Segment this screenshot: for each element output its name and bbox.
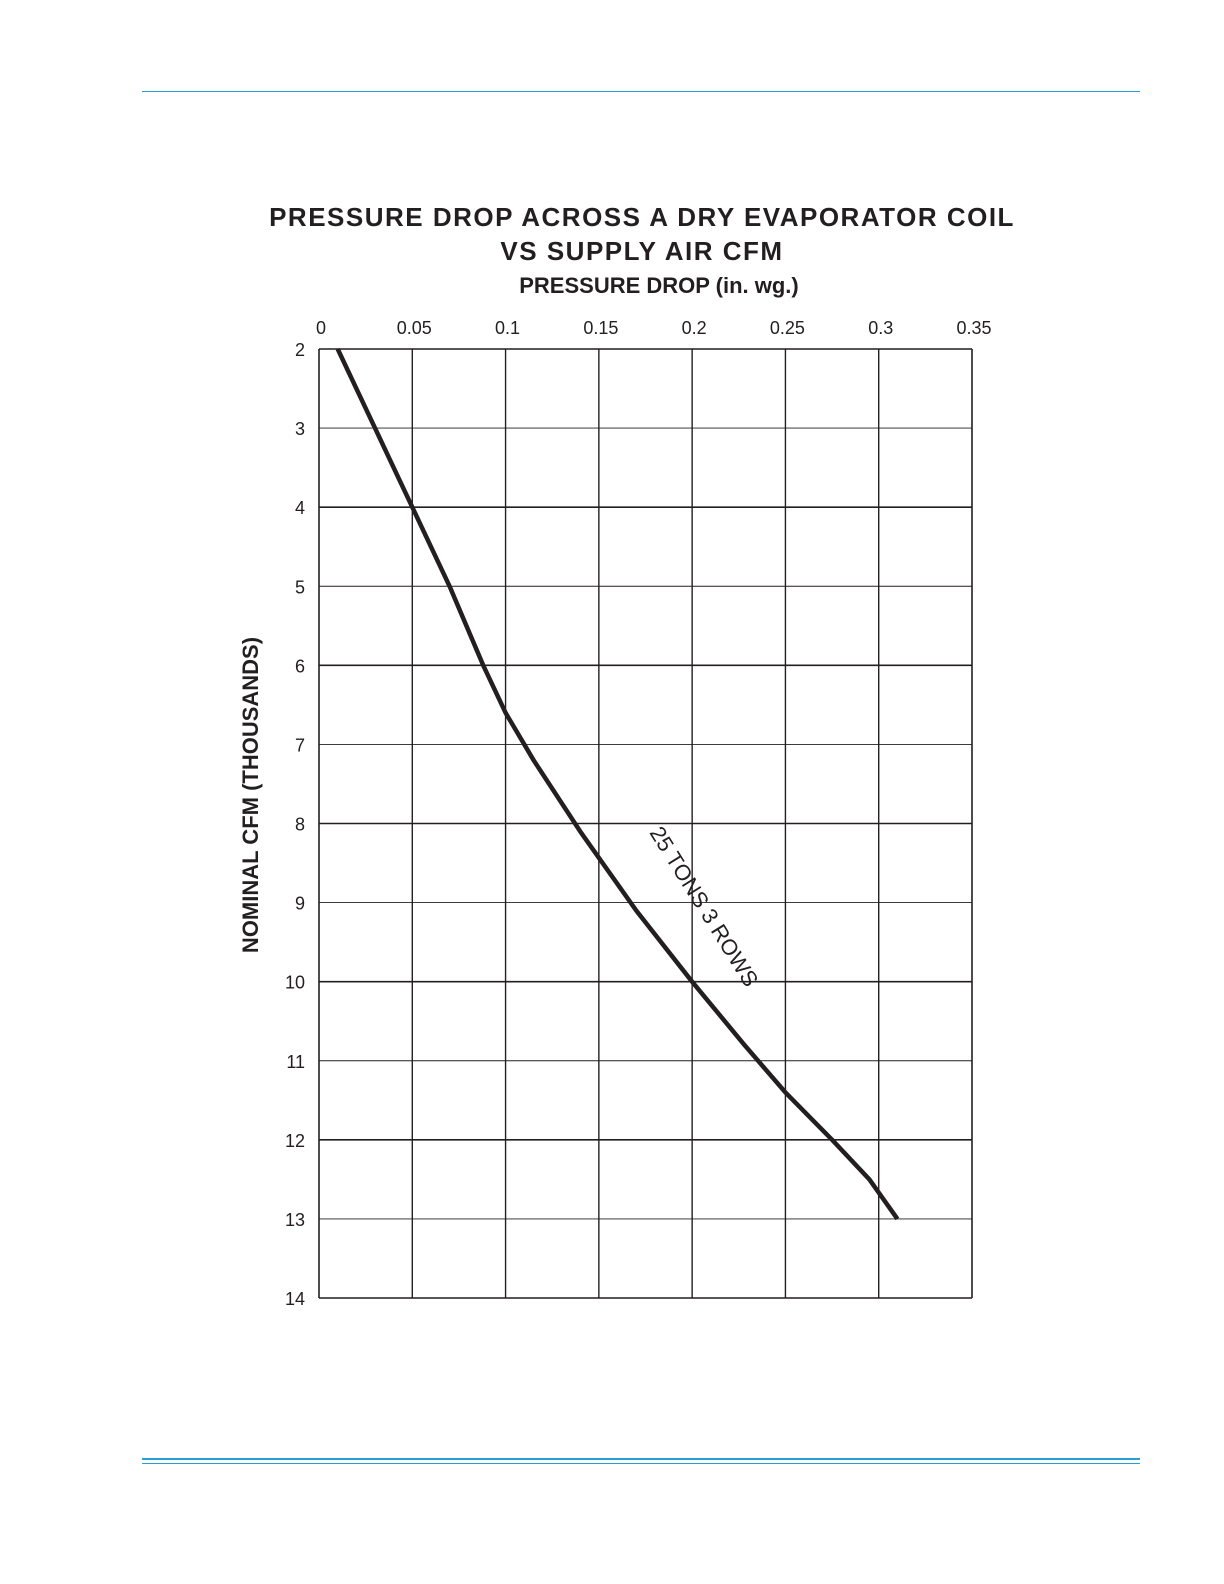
chart-title: PRESSURE DROP ACROSS A DRY EVAPORATOR CO… <box>269 202 1015 232</box>
series-lines <box>335 348 900 1221</box>
x-tick-label: 0.05 <box>397 318 432 338</box>
x-tick-label: 0 <box>316 318 326 338</box>
y-tick-label: 5 <box>295 577 305 597</box>
footer-rule-thin <box>142 1463 1140 1464</box>
annotations: 25 TONS 3 ROWS <box>645 822 764 991</box>
x-tick-label: 0.1 <box>495 318 520 338</box>
y-tick-label: 3 <box>295 419 305 439</box>
tick-labels: 0 0.05 0.1 0.15 0.2 0.25 0.3 0.35 2 3 4 5 6 7 8 9 10 11 12… <box>285 318 992 1309</box>
y-tick-label: 9 <box>295 894 305 914</box>
y-tick-label: 10 <box>285 973 305 993</box>
y-tick-label: 14 <box>285 1289 305 1309</box>
x-tick-label: 0.25 <box>770 318 805 338</box>
y-tick-label: 8 <box>295 815 305 835</box>
y-tick-label: 11 <box>286 1052 305 1072</box>
y-tick-label: 7 <box>295 735 305 755</box>
y-tick-label: 2 <box>295 340 305 360</box>
grid-lines <box>318 348 973 1299</box>
series-annotation-label: 25 TONS 3 ROWS <box>645 822 764 991</box>
y-tick-label: 12 <box>285 1131 305 1151</box>
y-tick-label: 4 <box>295 498 305 518</box>
x-tick-label: 0.15 <box>583 318 618 338</box>
x-tick-label: 0.35 <box>956 318 991 338</box>
series-line <box>335 348 900 1221</box>
x-tick-label: 0.2 <box>682 318 707 338</box>
y-tick-label: 13 <box>285 1210 305 1230</box>
y-axis-title: NOMINAL CFM (THOUSANDS) <box>238 637 263 953</box>
chart-subtitle: VS SUPPLY AIR CFM <box>500 236 784 266</box>
x-axis-title: PRESSURE DROP (in. wg.) <box>519 273 799 298</box>
footer-rule <box>142 1458 1140 1460</box>
x-tick-label: 0.3 <box>868 318 893 338</box>
header-rule <box>142 91 1140 92</box>
y-tick-label: 6 <box>295 656 305 676</box>
